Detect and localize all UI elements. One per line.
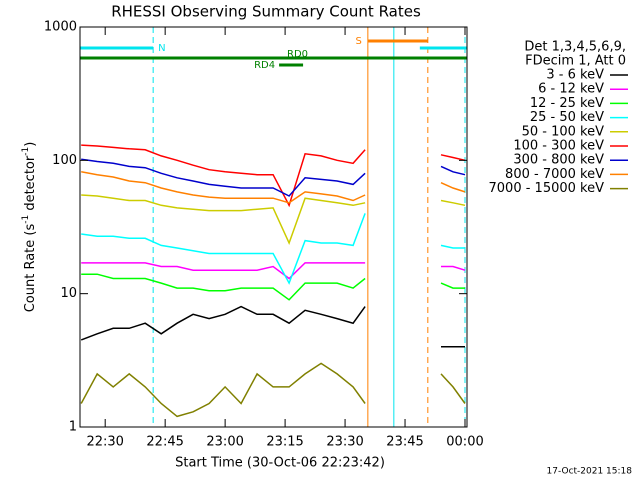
y-tick-label: 1	[69, 420, 77, 435]
y-tick-label: 1000	[44, 20, 77, 35]
state-label: RD0	[287, 49, 308, 60]
series-line	[80, 305, 465, 348]
y-axis-label-part: )	[23, 142, 38, 147]
footer: 17-Oct-2021 15:18	[547, 467, 633, 477]
series-line	[81, 144, 466, 208]
x-axis-label: Start Time (30-Oct-06 22:23:42)	[175, 456, 385, 471]
state-label: N	[158, 43, 165, 54]
chart-title: RHESSI Observing Summary Count Rates	[111, 3, 421, 21]
x-tick-label: 00:00	[446, 435, 483, 450]
x-tick-label: 23:00	[206, 435, 243, 450]
legend-label: 100 - 300 keV	[513, 139, 604, 154]
legend-header: FDecim 1, Att 0	[525, 54, 626, 69]
legend-header: Det 1,3,4,5,6,9,	[524, 40, 626, 55]
series-line	[80, 362, 466, 418]
legend-label: 300 - 800 keV	[513, 153, 604, 168]
x-tick-label: 23:45	[386, 435, 423, 450]
y-axis-label-part: Count Rate (s	[23, 224, 38, 313]
state-label: S	[355, 36, 361, 47]
legend-label: 25 - 50 keV	[530, 110, 604, 125]
series-line	[81, 158, 466, 197]
series-line	[81, 194, 466, 245]
legend-label: 800 - 7000 keV	[505, 167, 604, 182]
plot-frame	[79, 26, 468, 428]
series-line	[81, 262, 466, 280]
series-line	[81, 213, 465, 285]
y-axis-label-part: -1	[21, 147, 31, 156]
series-line	[81, 171, 466, 204]
y-axis-label: Count Rate (s-1 detector-1)	[21, 142, 38, 313]
state-label: RD4	[254, 60, 275, 71]
x-tick-label: 23:30	[326, 435, 363, 450]
x-tick-label: 22:45	[146, 435, 183, 450]
series-line	[81, 273, 465, 301]
legend-label: 7000 - 15000 keV	[489, 181, 605, 196]
x-tick-label: 23:15	[266, 435, 303, 450]
y-axis-label-part: detector	[23, 155, 38, 215]
legend-label: 12 - 25 keV	[530, 96, 604, 111]
legend-label: 50 - 100 keV	[522, 124, 605, 139]
y-tick-label: 10	[60, 286, 77, 301]
legend-label: 6 - 12 keV	[538, 82, 604, 97]
x-tick-label: 22:30	[86, 435, 123, 450]
y-tick-label: 100	[52, 153, 77, 168]
legend-label: 3 - 6 keV	[546, 68, 604, 83]
y-axis-label-part: -1	[21, 215, 31, 224]
